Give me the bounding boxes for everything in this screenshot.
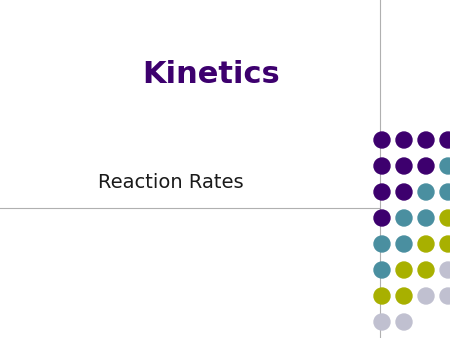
- Circle shape: [374, 132, 390, 148]
- Circle shape: [440, 158, 450, 174]
- Circle shape: [396, 262, 412, 278]
- Text: Kinetics: Kinetics: [143, 60, 280, 89]
- Circle shape: [374, 314, 390, 330]
- Circle shape: [396, 288, 412, 304]
- Circle shape: [396, 158, 412, 174]
- Circle shape: [418, 158, 434, 174]
- Circle shape: [440, 132, 450, 148]
- Circle shape: [418, 210, 434, 226]
- Text: Reaction Rates: Reaction Rates: [98, 173, 244, 192]
- Circle shape: [440, 236, 450, 252]
- Circle shape: [440, 210, 450, 226]
- Circle shape: [418, 132, 434, 148]
- Circle shape: [374, 236, 390, 252]
- Circle shape: [374, 184, 390, 200]
- Circle shape: [374, 288, 390, 304]
- Circle shape: [418, 262, 434, 278]
- Circle shape: [418, 184, 434, 200]
- Circle shape: [374, 158, 390, 174]
- Circle shape: [396, 132, 412, 148]
- Circle shape: [440, 262, 450, 278]
- Circle shape: [418, 236, 434, 252]
- Circle shape: [396, 314, 412, 330]
- Circle shape: [440, 288, 450, 304]
- Circle shape: [374, 262, 390, 278]
- Circle shape: [396, 184, 412, 200]
- Circle shape: [396, 236, 412, 252]
- Circle shape: [374, 210, 390, 226]
- Circle shape: [396, 210, 412, 226]
- Circle shape: [440, 184, 450, 200]
- Circle shape: [418, 288, 434, 304]
